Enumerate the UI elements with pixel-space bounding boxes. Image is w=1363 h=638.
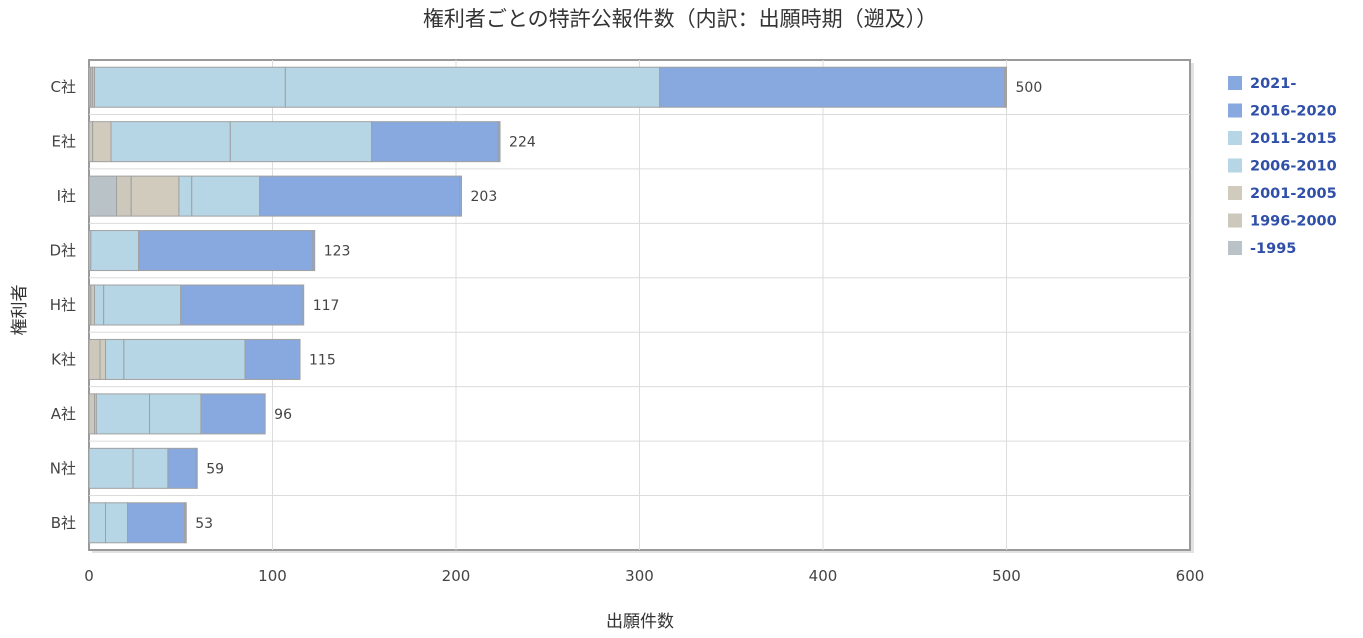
bar-segment bbox=[181, 285, 302, 325]
category-label: B社 bbox=[51, 514, 76, 532]
x-tick-label: 100 bbox=[258, 567, 287, 585]
x-tick-label: 400 bbox=[809, 567, 838, 585]
legend-label[interactable]: -1995 bbox=[1250, 241, 1296, 257]
bar-segment bbox=[89, 339, 100, 379]
bar-segment bbox=[91, 231, 139, 271]
x-tick-label: 0 bbox=[84, 567, 94, 585]
bar-segment bbox=[150, 394, 201, 434]
bar-total-label: 500 bbox=[1016, 80, 1043, 96]
legend-swatch bbox=[1228, 104, 1242, 118]
bar-total-label: 59 bbox=[206, 461, 224, 477]
legend-label[interactable]: 2006-2010 bbox=[1250, 159, 1337, 175]
bar-segment bbox=[139, 231, 313, 271]
bar-segment bbox=[131, 176, 179, 216]
category-label: E社 bbox=[52, 133, 76, 151]
bar-segment bbox=[93, 122, 111, 162]
legend-swatch bbox=[1228, 241, 1242, 255]
bar-segment bbox=[498, 122, 500, 162]
bar-segment bbox=[89, 503, 106, 543]
bar-segment bbox=[128, 503, 185, 543]
legend-label[interactable]: 2001-2005 bbox=[1250, 186, 1337, 202]
bar-segment bbox=[104, 285, 181, 325]
bar-segment bbox=[1005, 67, 1007, 107]
bar-segment bbox=[89, 176, 117, 216]
category-label: H社 bbox=[50, 296, 76, 314]
legend-swatch bbox=[1228, 159, 1242, 173]
bar-segment bbox=[89, 448, 133, 488]
bar-segment bbox=[660, 67, 1005, 107]
x-tick-label: 200 bbox=[442, 567, 471, 585]
category-label: N社 bbox=[50, 459, 76, 477]
x-axis-title: 出願件数 bbox=[606, 612, 674, 632]
bar-total-label: 117 bbox=[313, 298, 340, 314]
bar-segment bbox=[195, 448, 197, 488]
bar-total-label: 123 bbox=[324, 244, 351, 260]
bar-segment bbox=[179, 176, 192, 216]
bar-segment bbox=[313, 231, 315, 271]
legend-swatch bbox=[1228, 186, 1242, 200]
bar-segment bbox=[100, 339, 106, 379]
legend-label[interactable]: 2016-2020 bbox=[1250, 104, 1337, 120]
bar-segment bbox=[106, 503, 128, 543]
category-label: C社 bbox=[51, 78, 76, 96]
bar-segment bbox=[245, 339, 300, 379]
bar-segment bbox=[89, 394, 95, 434]
category-label: I社 bbox=[57, 187, 76, 205]
y-axis-title: 権利者 bbox=[10, 285, 30, 336]
bar-total-label: 96 bbox=[274, 407, 292, 423]
x-tick-label: 600 bbox=[1176, 567, 1205, 585]
bar-segment bbox=[260, 176, 460, 216]
legend: 2021- 2016-2020 2011-2015 2006-2010 2001-200… bbox=[1228, 76, 1337, 257]
bar-segment bbox=[460, 176, 462, 216]
bar-segment bbox=[230, 122, 371, 162]
bar-segment bbox=[91, 285, 95, 325]
x-tick-label: 500 bbox=[992, 567, 1021, 585]
bar-segment bbox=[133, 448, 168, 488]
bar-segment bbox=[117, 176, 132, 216]
legend-swatch bbox=[1228, 76, 1242, 90]
legend-label[interactable]: 2011-2015 bbox=[1250, 131, 1337, 147]
bar-segment bbox=[168, 448, 196, 488]
bar-segment bbox=[192, 176, 260, 216]
bar-segment bbox=[89, 122, 93, 162]
legend-label[interactable]: 1996-2000 bbox=[1250, 214, 1337, 230]
x-tick-label: 300 bbox=[625, 567, 654, 585]
category-label: A社 bbox=[51, 405, 76, 423]
bar-segment bbox=[302, 285, 304, 325]
legend-label[interactable]: 2021- bbox=[1250, 76, 1296, 92]
bar-total-label: 115 bbox=[309, 352, 336, 368]
bar-segment bbox=[111, 122, 230, 162]
bar-total-label: 203 bbox=[471, 189, 498, 205]
bar-segment bbox=[285, 67, 659, 107]
chart-title: 権利者ごとの特許公報件数（内訳：出願時期（遡及）） bbox=[423, 7, 937, 31]
bar-total-label: 53 bbox=[195, 516, 213, 532]
bar-segment bbox=[96, 394, 149, 434]
legend-swatch bbox=[1228, 214, 1242, 228]
bar-segment bbox=[201, 394, 265, 434]
bar-segment bbox=[124, 339, 245, 379]
bar-segment bbox=[95, 67, 286, 107]
bar-segment bbox=[106, 339, 124, 379]
bar-segment bbox=[95, 285, 104, 325]
category-label: D社 bbox=[49, 242, 76, 260]
bar-total-label: 224 bbox=[509, 135, 536, 151]
category-label: K社 bbox=[51, 350, 76, 368]
legend-swatch bbox=[1228, 131, 1242, 145]
bar-segment bbox=[184, 503, 186, 543]
bar-segment bbox=[372, 122, 499, 162]
